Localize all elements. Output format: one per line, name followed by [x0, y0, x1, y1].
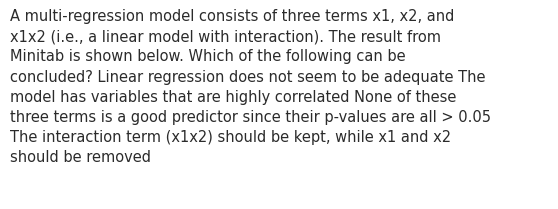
Text: A multi-regression model consists of three terms x1, x2, and
x1x2 (i.e., a linea: A multi-regression model consists of thr…	[10, 9, 491, 165]
